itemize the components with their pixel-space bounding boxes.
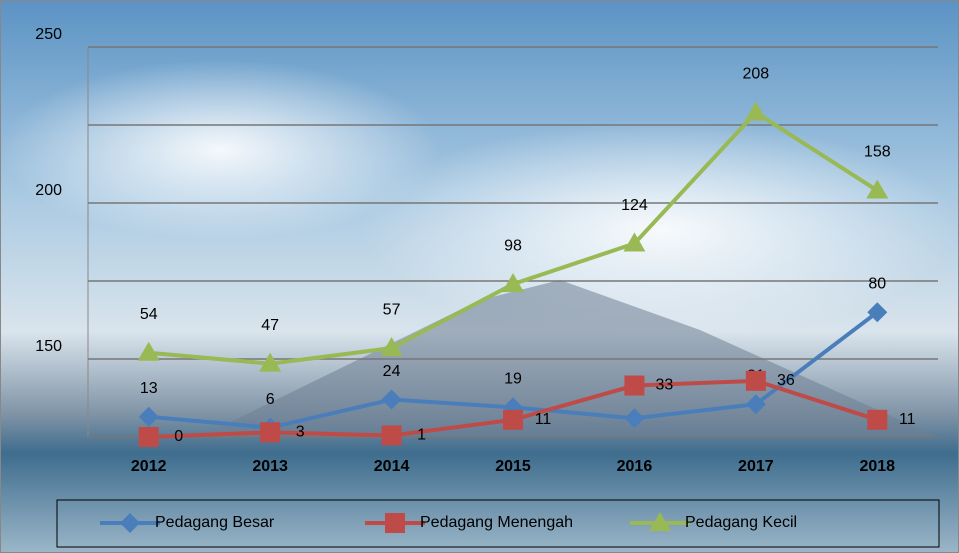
data-label: 24 [383,363,401,380]
data-label: 11 [535,411,552,428]
data-label: 13 [140,380,158,397]
x-tick-label: 2017 [738,458,774,475]
data-label: 3 [296,424,305,441]
marker [624,376,644,396]
data-label: 19 [504,371,522,388]
x-tick-label: 2012 [131,458,167,475]
data-label: 158 [864,144,891,161]
marker [260,422,280,442]
data-label: 11 [899,411,916,428]
marker [382,425,402,445]
x-tick-label: 2016 [617,458,653,475]
y-tick-label: 150 [35,338,62,355]
y-tick-label: 250 [35,26,62,43]
legend-label: Pedagang Menengah [420,514,573,531]
legend-label: Pedagang Besar [155,514,275,531]
data-label: 36 [777,372,795,389]
data-label: 80 [868,275,886,292]
data-label: 0 [174,428,183,445]
data-label: 1 [417,427,426,444]
cloud [0,60,440,240]
y-tick-label: 200 [35,182,62,199]
data-label: 6 [266,391,275,408]
data-label: 98 [504,237,522,254]
marker [385,513,405,533]
marker [867,410,887,430]
x-tick-label: 2015 [495,458,531,475]
marker [139,427,159,447]
x-tick-label: 2014 [374,458,410,475]
legend-label: Pedagang Kecil [685,514,797,531]
x-tick-label: 2013 [252,458,288,475]
data-label: 57 [383,301,401,318]
page: 1502002502012201320142015201620172018136… [0,0,959,553]
data-label: 124 [621,197,648,214]
data-label: 208 [743,66,770,83]
data-label: 54 [140,306,158,323]
data-label: 47 [261,317,279,334]
x-tick-label: 2018 [859,458,895,475]
chart: 1502002502012201320142015201620172018136… [0,0,959,553]
marker [503,410,523,430]
marker [746,371,766,391]
data-label: 33 [656,377,674,394]
